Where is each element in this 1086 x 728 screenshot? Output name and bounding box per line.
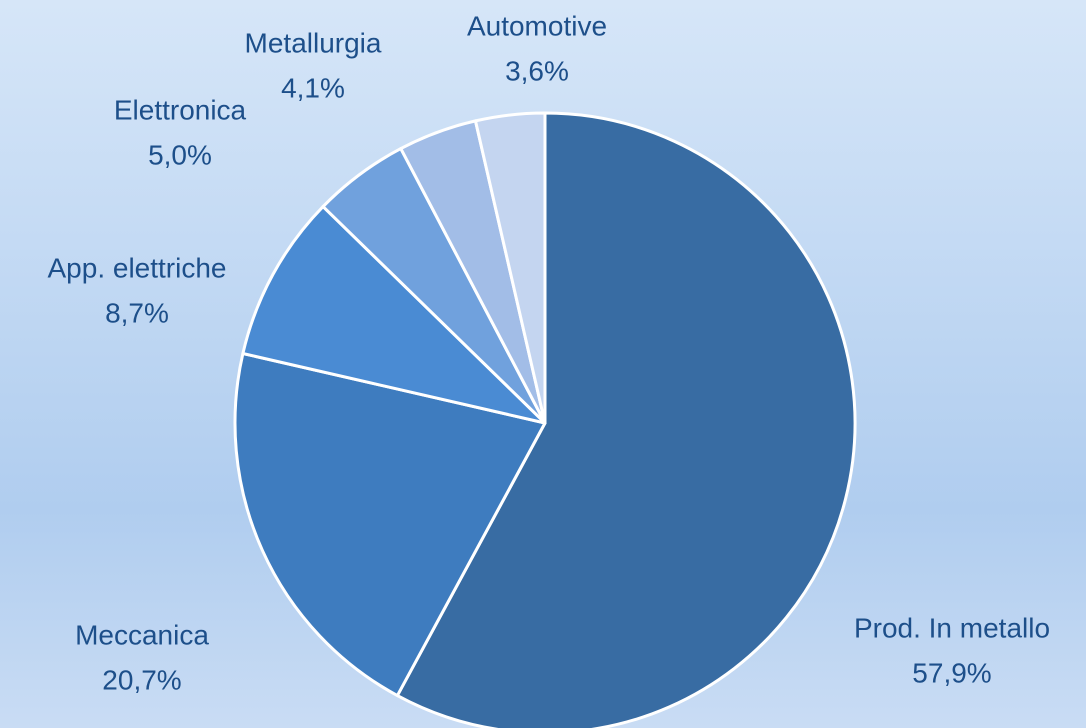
category-label: Elettronica [114, 94, 247, 125]
value-label: 20,7% [102, 664, 181, 695]
value-label: 4,1% [281, 72, 345, 103]
category-label: Prod. In metallo [854, 612, 1050, 643]
pie-slice [473, 111, 547, 425]
category-label: App. elettriche [48, 252, 227, 283]
category-label: Meccanica [75, 619, 209, 650]
value-label: 5,0% [148, 139, 212, 170]
pie-slice [395, 111, 857, 728]
pie-slice [233, 351, 547, 698]
category-label: Automotive [467, 10, 607, 41]
category-label: Metallurgia [245, 27, 382, 58]
value-label: 8,7% [105, 297, 169, 328]
pie-slice [241, 205, 547, 425]
value-label: 3,6% [505, 55, 569, 86]
value-label: 57,9% [912, 657, 991, 688]
